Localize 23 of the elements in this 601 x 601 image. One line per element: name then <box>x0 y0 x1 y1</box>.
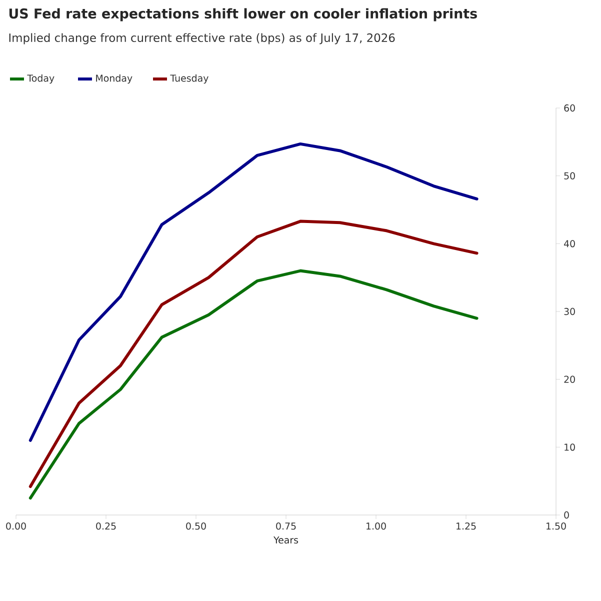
y-tick-label: 0 <box>564 511 569 519</box>
x-tick-label: 1.50 <box>546 522 566 530</box>
line-series <box>28 142 478 442</box>
x-tick-label: 1.25 <box>456 522 476 530</box>
x-tick-label: 0.25 <box>96 522 116 530</box>
y-tick-label: 60 <box>564 104 575 112</box>
x-tick-label: 1.00 <box>366 522 386 530</box>
legend-label: Today <box>27 74 54 84</box>
y-tick-label: 10 <box>564 444 575 451</box>
legend-label: Tuesday <box>170 74 208 84</box>
chart-title: US Fed rate expectations shift lower on cooler inflation prints <box>9 8 477 22</box>
y-tick-label: 20 <box>564 376 575 383</box>
y-tick-label: 30 <box>564 308 575 316</box>
y-tick-label: 50 <box>564 172 575 180</box>
line-series <box>28 269 478 500</box>
chart-subtitle: Implied change from current effective rate (bps) as of July 17, 2026 <box>9 33 395 44</box>
x-tick-label: 0.75 <box>276 522 296 530</box>
x-axis-title: Years <box>274 536 298 544</box>
y-tick-label: 40 <box>564 240 575 248</box>
x-tick-label: 0.00 <box>6 522 26 530</box>
x-tick-label: 0.50 <box>186 522 206 530</box>
line-series <box>28 220 478 488</box>
legend-label: Monday <box>96 74 132 84</box>
